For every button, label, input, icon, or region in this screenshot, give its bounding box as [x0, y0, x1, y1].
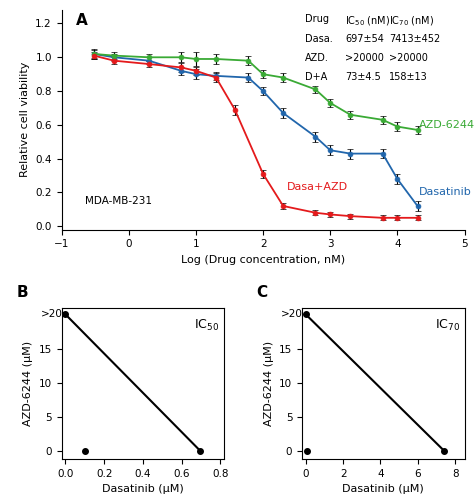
Text: AZD-6244: AZD-6244 — [419, 120, 474, 130]
Text: Dasa.: Dasa. — [305, 33, 332, 43]
Text: B: B — [16, 285, 28, 300]
Y-axis label: Relative cell viability: Relative cell viability — [20, 62, 30, 178]
Text: C: C — [256, 285, 268, 300]
Text: >20000: >20000 — [389, 53, 428, 63]
X-axis label: Dasatinib (μM): Dasatinib (μM) — [342, 485, 424, 495]
Text: AZD.: AZD. — [305, 53, 328, 63]
Text: Dasa+AZD: Dasa+AZD — [287, 183, 348, 193]
Y-axis label: AZD-6244 (μM): AZD-6244 (μM) — [23, 341, 33, 426]
Text: 158±13: 158±13 — [389, 72, 428, 82]
Text: 697±54: 697±54 — [345, 33, 384, 43]
Text: MDA-MB-231: MDA-MB-231 — [85, 196, 152, 206]
Text: Dasatinib: Dasatinib — [419, 188, 472, 198]
Text: 73±4.5: 73±4.5 — [345, 72, 381, 82]
Y-axis label: AZD-6244 (μM): AZD-6244 (μM) — [264, 341, 273, 426]
Text: 7413±452: 7413±452 — [389, 33, 440, 43]
Text: IC$_{70}$ (nM): IC$_{70}$ (nM) — [389, 14, 435, 28]
X-axis label: Dasatinib (μM): Dasatinib (μM) — [102, 485, 184, 495]
Text: >20: >20 — [41, 309, 63, 319]
Text: IC$_{50}$ (nM): IC$_{50}$ (nM) — [345, 14, 390, 28]
Text: >20000: >20000 — [345, 53, 384, 63]
Text: A: A — [76, 13, 88, 28]
X-axis label: Log (Drug concentration, nM): Log (Drug concentration, nM) — [181, 255, 345, 265]
Text: Drug: Drug — [305, 14, 328, 24]
Text: >20: >20 — [281, 309, 303, 319]
Text: D+A: D+A — [305, 72, 327, 82]
Text: IC$_{70}$: IC$_{70}$ — [435, 318, 460, 333]
Text: IC$_{50}$: IC$_{50}$ — [194, 318, 219, 333]
